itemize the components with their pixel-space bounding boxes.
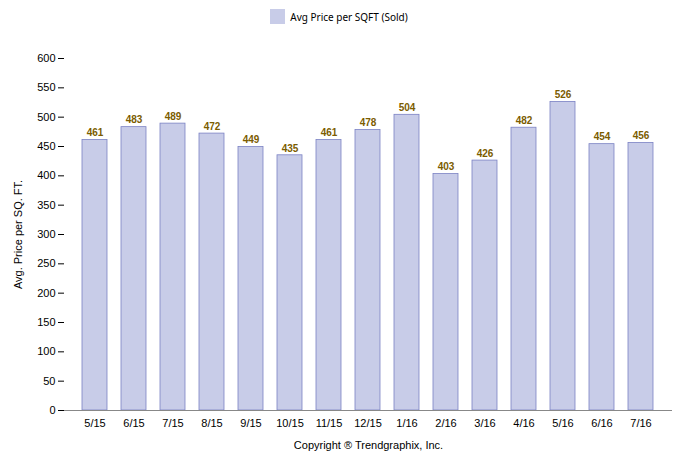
svg-text:483: 483 [126,114,143,125]
svg-text:550: 550 [37,81,55,93]
svg-text:7/15: 7/15 [162,417,183,429]
svg-text:200: 200 [37,287,55,299]
svg-text:6/15: 6/15 [123,417,144,429]
html-text:Avg Price per SQFT (Sold): Avg Price per SQFT (Sold) [290,9,408,24]
svg-text:7/16: 7/16 [630,417,651,429]
svg-text:Copyright ® Trendgraphix, Inc.: Copyright ® Trendgraphix, Inc. [294,439,443,451]
svg-text:478: 478 [360,117,377,128]
svg-text:482: 482 [516,115,533,126]
svg-text:472: 472 [204,121,221,132]
svg-text:400: 400 [37,169,55,181]
svg-text:450: 450 [37,140,55,152]
svg-text:461: 461 [321,127,338,138]
svg-text:426: 426 [477,148,494,159]
svg-text:0: 0 [49,404,55,416]
svg-text:5/16: 5/16 [552,417,573,429]
svg-text:489: 489 [165,111,182,122]
svg-text:3/16: 3/16 [474,417,495,429]
svg-text:Avg. Price per SQ. FT.: Avg. Price per SQ. FT. [12,180,24,289]
svg-text:403: 403 [438,161,455,172]
svg-text:100: 100 [37,345,55,357]
svg-text:12/15: 12/15 [354,417,382,429]
svg-text:50: 50 [43,375,55,387]
svg-text:6/16: 6/16 [591,417,612,429]
svg-text:500: 500 [37,111,55,123]
svg-text:11/15: 11/15 [316,417,343,429]
svg-text:504: 504 [399,102,416,113]
svg-text:600: 600 [37,52,55,64]
svg-text:461: 461 [87,127,104,138]
svg-text:454: 454 [594,131,611,142]
svg-text:350: 350 [37,199,55,211]
svg-text:300: 300 [37,228,55,240]
svg-text:435: 435 [282,143,299,154]
svg-text:1/16: 1/16 [396,417,417,429]
svg-text:456: 456 [633,130,650,141]
svg-text:9/15: 9/15 [240,417,261,429]
svg-text:4/16: 4/16 [513,417,534,429]
svg-text:250: 250 [37,257,55,269]
svg-text:526: 526 [555,89,572,100]
svg-text:2/16: 2/16 [435,417,456,429]
svg-text:449: 449 [243,134,260,145]
svg-text:5/15: 5/15 [84,417,105,429]
svg-text:10/15: 10/15 [276,417,304,429]
svg-text:8/15: 8/15 [201,417,222,429]
svg-text:150: 150 [37,316,55,328]
